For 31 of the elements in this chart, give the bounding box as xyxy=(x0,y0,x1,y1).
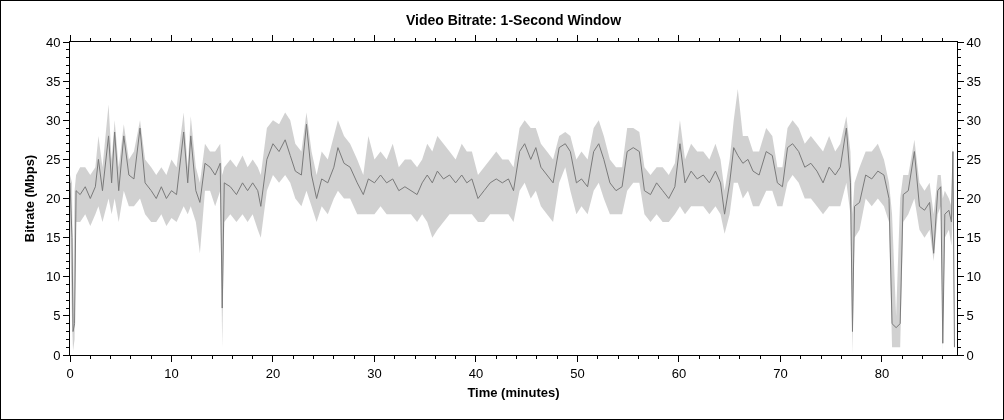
y-tick-label: 35 xyxy=(45,73,61,89)
x-tick-label: 30 xyxy=(367,365,382,381)
y2-tick-label: 30 xyxy=(966,112,982,128)
y-tick-label: 10 xyxy=(45,269,61,285)
y2-tick-label: 15 xyxy=(966,230,982,246)
y2-tick-label: 5 xyxy=(966,308,974,324)
y-tick-label: 40 xyxy=(45,34,61,50)
y2-tick-label: 20 xyxy=(966,191,982,207)
y2-tick-label: 25 xyxy=(966,151,982,167)
x-tick-label: 60 xyxy=(671,365,687,381)
chart-title: Video Bitrate: 1-Second Window xyxy=(405,11,622,28)
y2-tick-label: 10 xyxy=(966,269,982,285)
x-tick-label: 70 xyxy=(773,365,788,381)
x-tick-label: 40 xyxy=(468,365,484,381)
x-tick-label: 50 xyxy=(570,365,585,381)
line-series xyxy=(70,123,955,348)
x-tick-label: 80 xyxy=(874,365,890,381)
y-tick-label: 5 xyxy=(53,308,61,324)
y-tick-label: 15 xyxy=(45,230,61,246)
y-tick-label: 30 xyxy=(45,112,61,128)
y-tick-label: 25 xyxy=(45,151,61,167)
y2-tick-label: 40 xyxy=(966,34,982,50)
x-tick-label: 20 xyxy=(265,365,281,381)
y-axis-title: Bitrate (Mbps) xyxy=(21,154,37,243)
y2-tick-label: 35 xyxy=(966,73,982,89)
y-tick-label: 20 xyxy=(45,191,61,207)
y-tick-label: 0 xyxy=(53,347,61,363)
x-tick-label: 10 xyxy=(164,365,179,381)
x-axis-title: Time (minutes) xyxy=(467,385,560,401)
y2-tick-label: 0 xyxy=(966,347,974,363)
x-tick-label: 0 xyxy=(66,365,74,381)
